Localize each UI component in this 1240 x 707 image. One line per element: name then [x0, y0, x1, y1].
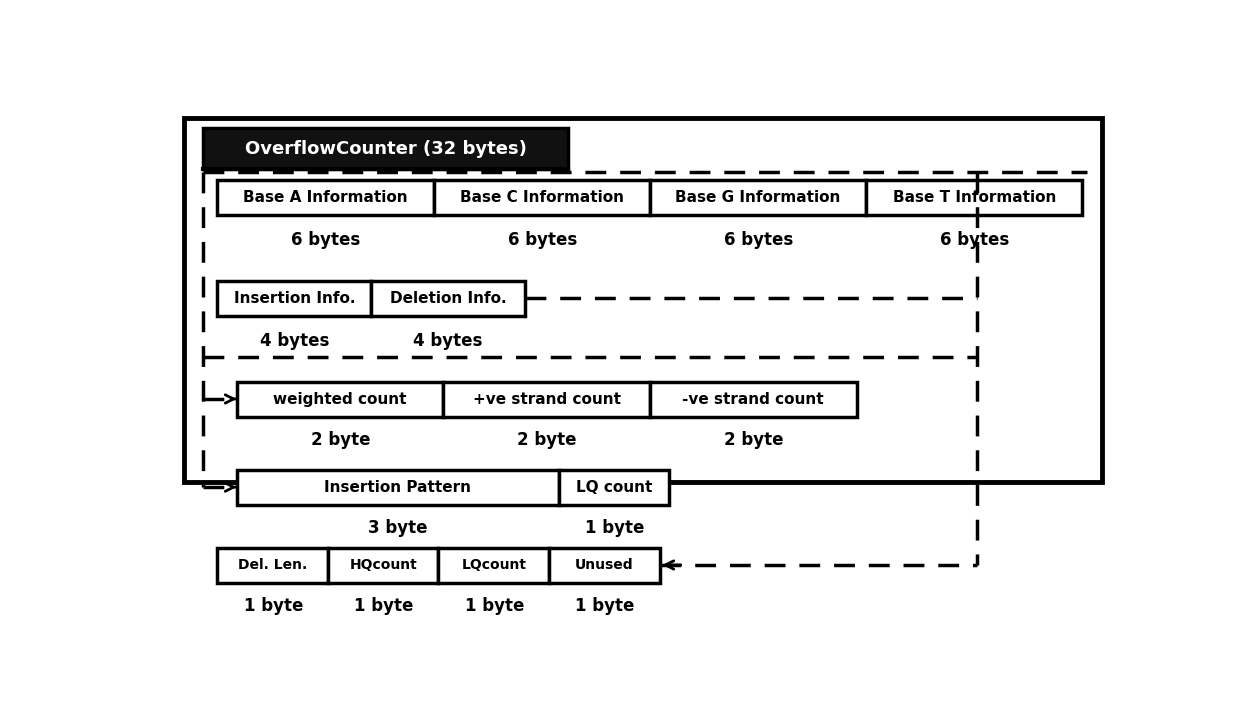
- Bar: [439, 547, 549, 583]
- Text: Base A Information: Base A Information: [243, 190, 408, 205]
- Bar: [203, 129, 568, 169]
- Text: 6 bytes: 6 bytes: [724, 231, 794, 249]
- Bar: [650, 382, 857, 417]
- Text: 2 byte: 2 byte: [311, 431, 371, 449]
- Bar: [650, 180, 866, 216]
- Bar: [371, 281, 525, 316]
- Text: Insertion Info.: Insertion Info.: [233, 291, 355, 306]
- Bar: [237, 382, 444, 417]
- Text: 6 bytes: 6 bytes: [291, 231, 361, 249]
- Text: Base T Information: Base T Information: [893, 190, 1056, 205]
- Text: 1 byte: 1 byte: [465, 597, 525, 615]
- Text: Del. Len.: Del. Len.: [238, 559, 308, 572]
- Text: LQ count: LQ count: [575, 480, 652, 495]
- Bar: [434, 180, 650, 216]
- Text: 1 byte: 1 byte: [243, 597, 303, 615]
- Bar: [184, 117, 1101, 482]
- Text: 1 byte: 1 byte: [355, 597, 413, 615]
- Bar: [444, 382, 650, 417]
- Text: weighted count: weighted count: [273, 392, 407, 407]
- Text: -ve strand count: -ve strand count: [682, 392, 825, 407]
- Text: Base C Information: Base C Information: [460, 190, 624, 205]
- Text: 4 bytes: 4 bytes: [413, 332, 482, 350]
- Text: OverflowCounter (32 bytes): OverflowCounter (32 bytes): [244, 140, 527, 158]
- Text: 2 byte: 2 byte: [517, 431, 577, 449]
- Bar: [237, 469, 558, 505]
- Bar: [866, 180, 1083, 216]
- Text: +ve strand count: +ve strand count: [472, 392, 620, 407]
- Text: Base G Information: Base G Information: [676, 190, 841, 205]
- Text: 2 byte: 2 byte: [724, 431, 784, 449]
- Bar: [327, 547, 439, 583]
- Text: Insertion Pattern: Insertion Pattern: [324, 480, 471, 495]
- Text: 6 bytes: 6 bytes: [507, 231, 577, 249]
- Text: LQcount: LQcount: [461, 559, 526, 572]
- Text: 4 bytes: 4 bytes: [259, 332, 329, 350]
- Text: 6 bytes: 6 bytes: [940, 231, 1009, 249]
- Text: HQcount: HQcount: [350, 559, 417, 572]
- Text: Unused: Unused: [575, 559, 634, 572]
- Text: 3 byte: 3 byte: [368, 519, 428, 537]
- Text: Deletion Info.: Deletion Info.: [389, 291, 506, 306]
- Bar: [549, 547, 660, 583]
- Text: 1 byte: 1 byte: [585, 519, 644, 537]
- Text: 1 byte: 1 byte: [575, 597, 635, 615]
- Bar: [558, 469, 670, 505]
- Bar: [217, 281, 371, 316]
- Bar: [217, 547, 327, 583]
- Bar: [217, 180, 434, 216]
